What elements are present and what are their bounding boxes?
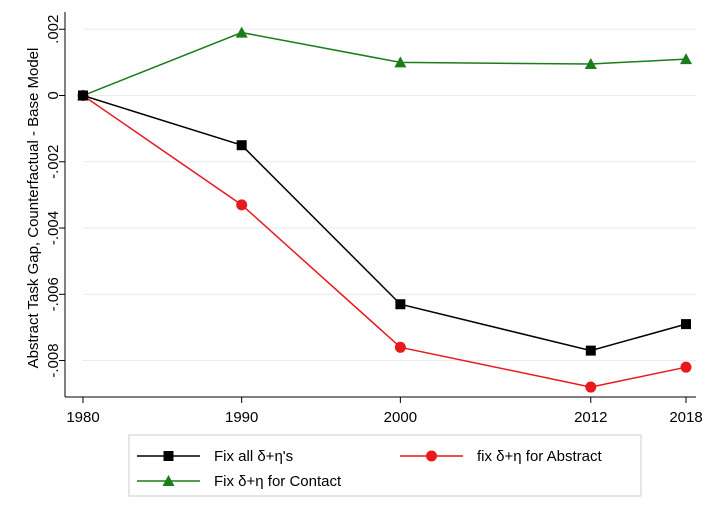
data-point [585,381,597,393]
gridlines [83,28,696,362]
tick-labels: .002 0 -.002 -.004 -.006 -.008 1980 1990 2000 201… [45,15,703,426]
data-point [585,345,596,356]
data-point [78,90,88,101]
data-point [681,319,691,330]
y-tick-label: -.008 [45,343,62,377]
series-1 [78,90,691,356]
data-point [680,53,692,65]
legend-marker [426,450,437,462]
data-point [584,58,597,70]
legend-label: Fix all δ+η's [214,448,293,465]
y-tick-label: -.004 [45,211,62,245]
x-tick-label: 2000 [384,409,417,426]
legend-item: Fix δ+η for Contact [137,473,342,490]
series-3 [77,26,692,101]
data-point [680,361,692,373]
x-tick-label: 1980 [66,409,99,426]
x-tick-label: 1990 [225,409,258,426]
x-tick-label: 2018 [669,409,702,426]
legend-label: fix δ+η for Abstract [477,448,602,465]
series-line [82,94,687,352]
series-line [82,94,687,388]
y-axis-title: Abstract Task Gap, Counterfactual - Base… [25,48,42,369]
x-tick-label: 2012 [574,409,607,426]
legend-label: Fix δ+η for Contact [214,473,342,490]
data-point [236,199,248,211]
series-lines [77,26,692,393]
y-tick-label: .002 [45,15,62,44]
legend-marker [162,475,175,486]
legend-box [128,434,642,497]
data-point [394,341,406,353]
axes [59,12,696,403]
data-point [394,56,407,68]
data-point [395,299,406,310]
data-point [236,140,247,151]
legend-item: Fix all δ+η's [137,448,293,465]
legend-item: fix δ+η for Abstract [400,448,602,465]
y-tick-label: -.006 [45,277,62,311]
y-tick-label: 0 [45,91,62,99]
y-tick-label: -.002 [45,145,62,179]
data-point [235,26,248,38]
legend-marker [163,451,174,461]
series-2 [77,90,692,393]
legend: Fix all δ+η's fix δ+η for Abstract Fix δ+η… [128,434,642,497]
series-line [82,31,687,97]
